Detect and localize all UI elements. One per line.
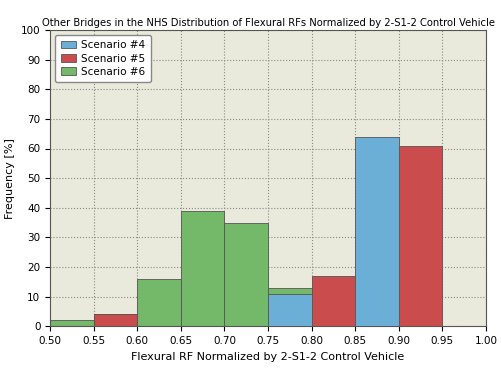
- Bar: [94, 314, 137, 326]
- Bar: [312, 317, 355, 326]
- Bar: [224, 223, 268, 326]
- Legend: Scenario #4, Scenario #5, Scenario #6: Scenario #4, Scenario #5, Scenario #6: [55, 35, 151, 82]
- Bar: [137, 279, 181, 326]
- Bar: [399, 146, 442, 326]
- Bar: [268, 306, 312, 326]
- Bar: [268, 294, 312, 326]
- Bar: [355, 136, 399, 326]
- Bar: [50, 320, 94, 326]
- Y-axis label: Frequency [%]: Frequency [%]: [5, 138, 15, 219]
- Bar: [268, 288, 312, 326]
- Title: Other Bridges in the NHS Distribution of Flexural RFs Normalized by 2-S1-2 Contr: Other Bridges in the NHS Distribution of…: [42, 18, 494, 28]
- X-axis label: Flexural RF Normalized by 2-S1-2 Control Vehicle: Flexural RF Normalized by 2-S1-2 Control…: [131, 351, 405, 361]
- Bar: [181, 211, 224, 326]
- Bar: [94, 314, 137, 326]
- Bar: [355, 323, 399, 326]
- Bar: [312, 276, 355, 326]
